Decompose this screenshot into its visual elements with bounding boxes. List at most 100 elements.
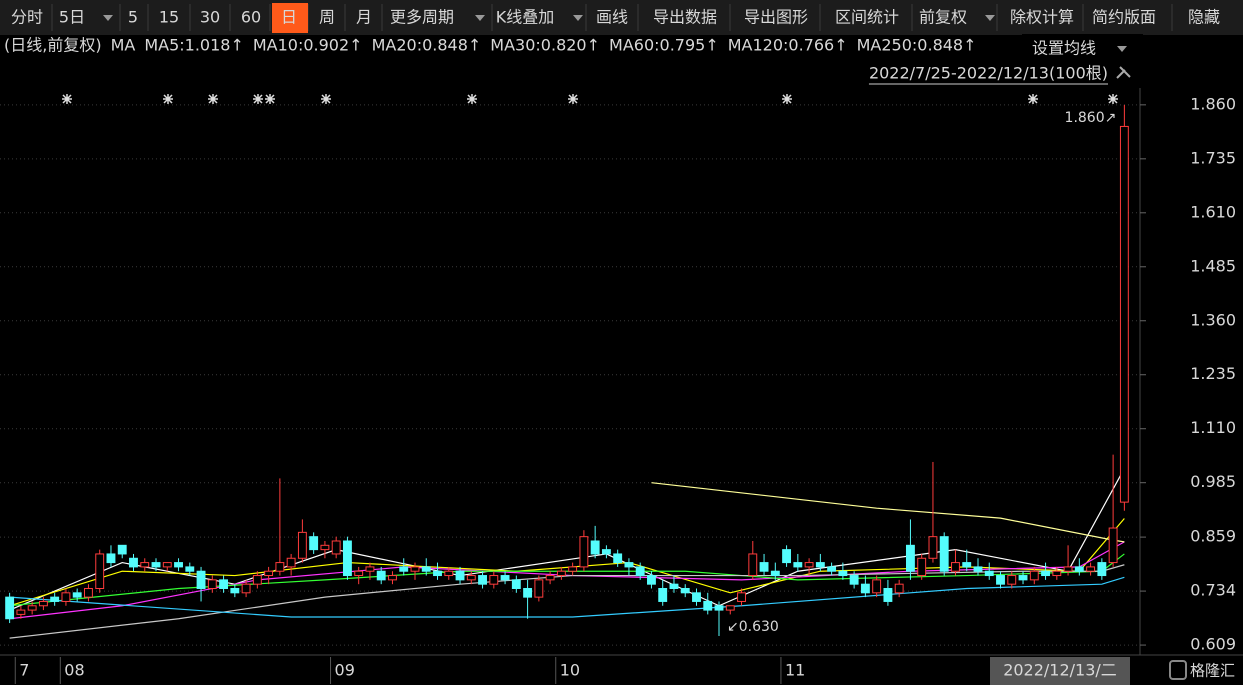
candle-body — [658, 587, 668, 602]
candle-body — [16, 609, 26, 615]
dropdown-arrow — [985, 15, 995, 21]
candle-body — [252, 575, 262, 585]
candle-body — [410, 566, 420, 572]
candle-body — [27, 605, 37, 611]
candle-body — [703, 600, 713, 611]
candle-body — [770, 570, 780, 577]
toolbar-button[interactable]: 月 — [356, 8, 372, 27]
candle-body — [511, 579, 521, 589]
candle-body — [883, 587, 893, 602]
toolbar-button[interactable]: 画线 — [596, 8, 628, 27]
toolbar-button[interactable]: 30 — [200, 8, 220, 27]
candle-body — [669, 583, 679, 589]
legend-item: MA — [111, 36, 136, 55]
event-marker[interactable] — [1028, 94, 1038, 104]
candle-body — [748, 553, 758, 577]
event-marker[interactable] — [265, 94, 275, 104]
candle-body — [962, 562, 972, 568]
candle-body — [129, 557, 138, 568]
y-tick-label: 1.360 — [1190, 310, 1236, 329]
event-marker[interactable] — [321, 94, 331, 104]
toolbar-button[interactable]: 60 — [241, 8, 261, 27]
candle-body — [1119, 125, 1129, 503]
candle-body — [207, 579, 217, 589]
toolbar-button[interactable]: 15 — [159, 8, 179, 27]
toolbar-button[interactable]: 日 — [281, 8, 297, 27]
toolbar-button[interactable]: 区间统计 — [835, 8, 899, 27]
candle-body — [1074, 566, 1084, 572]
toolbar-button[interactable]: 除权计算 — [1010, 8, 1074, 27]
y-tick-label: 0.985 — [1190, 472, 1236, 491]
candle-body — [579, 536, 589, 568]
toolbar-button[interactable]: K线叠加 — [496, 8, 555, 27]
legend-item: (日线,前复权) — [4, 36, 102, 55]
candle-body — [50, 596, 60, 602]
x-tick-label: 08 — [64, 661, 84, 680]
candle-body — [815, 562, 825, 568]
candle-body — [421, 566, 431, 572]
candle-body — [1063, 566, 1073, 572]
event-marker[interactable] — [62, 94, 72, 104]
candle-body — [174, 562, 183, 568]
toolbar-button[interactable]: 分时 — [11, 8, 43, 27]
candle-body — [545, 575, 555, 581]
toolbar-button[interactable]: 简约版面 — [1092, 8, 1156, 27]
candle-body — [241, 583, 251, 594]
candle-body — [534, 579, 544, 598]
candle-body — [928, 536, 938, 559]
dropdown-arrow — [1117, 46, 1127, 52]
toolbar-button[interactable]: 周 — [319, 8, 335, 27]
logo-icon — [1169, 660, 1187, 680]
dropdown-arrow — [475, 15, 485, 21]
event-marker[interactable] — [208, 94, 218, 104]
candle-body — [38, 600, 48, 607]
candle-body — [635, 566, 645, 577]
candle-body — [939, 536, 949, 572]
moving-average-line — [9, 576, 1125, 618]
event-marker[interactable] — [568, 94, 578, 104]
candle-body — [365, 566, 375, 572]
ma-settings-button[interactable]: 设置均线 — [1032, 39, 1096, 58]
candle-body — [624, 562, 634, 568]
candle-body — [286, 557, 296, 568]
toolbar-button[interactable]: 导出图形 — [744, 8, 808, 27]
y-tick-label: 1.110 — [1190, 418, 1236, 437]
legend-item: MA30:0.820↑ — [490, 36, 600, 55]
candle-body — [196, 570, 206, 589]
cursor-date-box — [990, 657, 1130, 685]
candle-body — [61, 592, 71, 602]
toolbar-button[interactable]: 5 — [128, 8, 138, 27]
candle-body — [1052, 570, 1062, 577]
y-tick-label: 0.734 — [1190, 581, 1236, 600]
event-marker[interactable] — [782, 94, 792, 104]
date-range: 2022/7/25-2022/12/13(100根) — [869, 64, 1108, 83]
toolbar-button[interactable]: 5日 — [59, 8, 85, 27]
event-marker[interactable] — [163, 94, 173, 104]
candle-body — [399, 566, 409, 572]
candle-body — [1108, 527, 1118, 564]
candle-body — [590, 540, 600, 555]
candle-body — [1097, 562, 1107, 577]
candle-body — [556, 570, 566, 577]
y-tick-label: 1.610 — [1190, 202, 1236, 221]
toolbar-button[interactable]: 更多周期 — [390, 8, 454, 27]
candle-body — [894, 583, 904, 594]
legend-item: MA10:0.902↑ — [253, 36, 363, 55]
toolbar-button[interactable]: 前复权 — [919, 8, 967, 27]
candle-body — [601, 549, 611, 555]
event-marker[interactable] — [467, 94, 477, 104]
candle-body — [478, 575, 487, 585]
candle-body — [680, 587, 690, 594]
toolbar-button[interactable]: 导出数据 — [653, 8, 717, 27]
event-marker[interactable] — [253, 94, 263, 104]
candle-body — [433, 570, 442, 577]
event-marker[interactable] — [1108, 94, 1118, 104]
candle-body — [455, 570, 465, 581]
candle-body — [230, 587, 240, 594]
candle-body — [117, 544, 127, 555]
toolbar-button[interactable]: 隐藏 — [1188, 8, 1220, 27]
x-tick-label: 10 — [560, 661, 580, 680]
candle-body — [1086, 566, 1096, 572]
candle-body — [72, 592, 82, 598]
logo: 格隆汇 — [1190, 662, 1235, 680]
